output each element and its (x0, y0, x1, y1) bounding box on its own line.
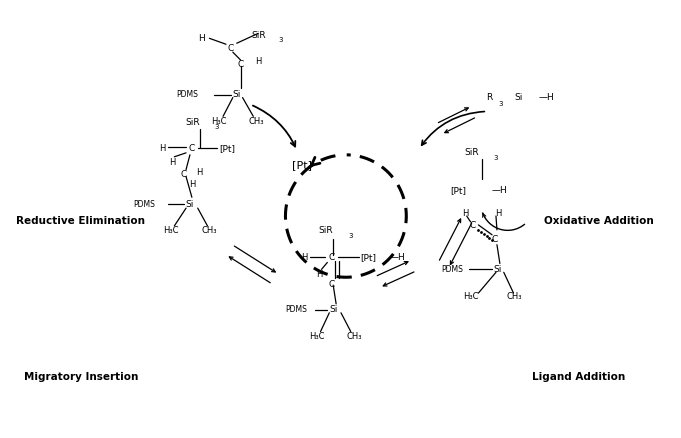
Text: SiR: SiR (185, 118, 200, 127)
Text: H: H (198, 34, 205, 43)
Text: Migratory Insertion: Migratory Insertion (24, 372, 138, 382)
Text: 3: 3 (214, 124, 219, 130)
Text: H₃C: H₃C (463, 293, 478, 301)
Text: C: C (492, 235, 498, 244)
Text: H: H (317, 270, 323, 279)
Text: 3: 3 (349, 233, 353, 239)
Text: 3: 3 (494, 155, 498, 161)
Text: SiR: SiR (251, 31, 266, 40)
Text: H: H (462, 208, 469, 218)
Text: C: C (469, 222, 476, 230)
Text: [Pt]: [Pt] (360, 253, 377, 262)
Text: H: H (169, 158, 176, 167)
Text: H: H (494, 208, 501, 218)
Text: —H: —H (539, 93, 554, 102)
Text: Si: Si (232, 90, 241, 99)
Text: [Pt]: [Pt] (451, 186, 466, 195)
Text: Si: Si (494, 265, 502, 274)
Text: [Pt]: [Pt] (219, 145, 235, 153)
Text: PDMS: PDMS (285, 305, 307, 314)
Text: H₃C: H₃C (211, 117, 227, 126)
Text: Si: Si (186, 200, 194, 208)
Text: CH₃: CH₃ (347, 332, 362, 341)
Text: PDMS: PDMS (133, 200, 155, 208)
Text: —H: —H (491, 186, 507, 195)
Text: H: H (301, 253, 307, 262)
Text: C: C (328, 279, 334, 289)
Text: Reductive Elimination: Reductive Elimination (16, 216, 145, 226)
Text: 3: 3 (279, 37, 283, 43)
Text: CH₃: CH₃ (249, 117, 264, 126)
Text: C: C (238, 60, 244, 70)
Text: Si: Si (329, 305, 337, 314)
Text: [Pt]: [Pt] (292, 160, 312, 170)
Text: R: R (486, 93, 492, 102)
Text: H: H (159, 145, 166, 153)
Text: C: C (181, 170, 187, 179)
Text: Oxidative Addition: Oxidative Addition (543, 216, 654, 226)
Text: CH₃: CH₃ (507, 293, 522, 301)
Text: H: H (197, 168, 203, 177)
Text: PDMS: PDMS (441, 265, 463, 274)
Text: H: H (189, 180, 195, 189)
Text: Ligand Addition: Ligand Addition (532, 372, 625, 382)
Text: Si: Si (514, 93, 522, 102)
Text: SiR: SiR (319, 226, 333, 235)
Text: C: C (227, 44, 234, 53)
Text: 3: 3 (499, 102, 503, 107)
Text: PDMS: PDMS (176, 90, 197, 99)
Text: —H: —H (390, 253, 405, 262)
Text: CH₃: CH₃ (202, 226, 217, 235)
Text: H: H (255, 57, 262, 66)
Text: C: C (189, 145, 195, 153)
Text: SiR: SiR (464, 148, 479, 157)
Text: H₃C: H₃C (163, 226, 178, 235)
Text: C: C (328, 253, 334, 262)
Text: H₃C: H₃C (309, 332, 324, 341)
